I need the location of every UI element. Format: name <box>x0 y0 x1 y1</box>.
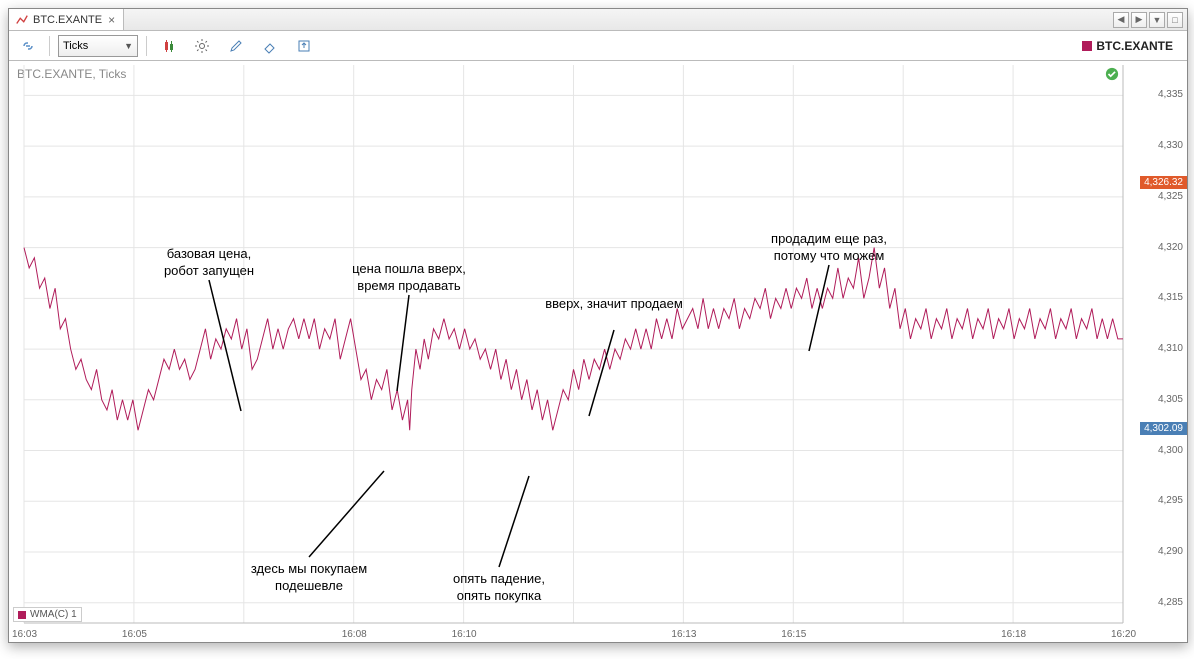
tab-btc-exante[interactable]: BTC.EXANTE × <box>9 9 124 30</box>
y-axis-label: 4,295 <box>1158 495 1183 506</box>
candlestick-icon <box>160 38 176 54</box>
chart-area[interactable]: BTC.EXANTE, Ticks WMA(C) 1 4,2854,2904,2… <box>9 61 1187 642</box>
symbol-label: BTC.EXANTE <box>1082 39 1181 53</box>
price-chart <box>9 61 1187 643</box>
toolbar: Ticks ▼ BTC.EXANTE <box>9 31 1187 61</box>
erase-button[interactable] <box>257 33 283 59</box>
nav-dropdown-button[interactable]: ▼ <box>1149 12 1165 28</box>
tab-nav: ◀ ▶ ▼ □ <box>1113 9 1187 30</box>
x-axis-label: 16:03 <box>12 629 37 640</box>
link-button[interactable] <box>15 33 41 59</box>
x-axis-label: 16:08 <box>342 629 367 640</box>
pencil-icon <box>228 38 244 54</box>
x-axis-label: 16:05 <box>122 629 147 640</box>
export-icon <box>296 38 312 54</box>
chart-legend: WMA(C) 1 <box>13 607 82 622</box>
y-axis-label: 4,305 <box>1158 394 1183 405</box>
price-marker: 4,326.32 <box>1140 176 1187 189</box>
y-axis-label: 4,285 <box>1158 597 1183 608</box>
tab-title: BTC.EXANTE <box>33 14 102 26</box>
symbol-text: BTC.EXANTE <box>1096 39 1173 53</box>
y-axis-label: 4,290 <box>1158 546 1183 557</box>
y-axis-label: 4,315 <box>1158 292 1183 303</box>
y-axis-label: 4,300 <box>1158 445 1183 456</box>
y-axis-label: 4,310 <box>1158 343 1183 354</box>
settings-button[interactable] <box>189 33 215 59</box>
eraser-icon <box>262 38 278 54</box>
symbol-swatch <box>1082 41 1092 51</box>
tab-bar: BTC.EXANTE × ◀ ▶ ▼ □ <box>9 9 1187 31</box>
x-axis-label: 16:20 <box>1111 629 1136 640</box>
link-icon <box>20 38 36 54</box>
legend-label: WMA(C) 1 <box>30 609 77 620</box>
x-axis-label: 16:15 <box>781 629 806 640</box>
timeframe-select[interactable]: Ticks ▼ <box>58 35 138 57</box>
maximize-button[interactable]: □ <box>1167 12 1183 28</box>
y-axis-label: 4,320 <box>1158 242 1183 253</box>
nav-next-button[interactable]: ▶ <box>1131 12 1147 28</box>
timeframe-label: Ticks <box>63 40 88 52</box>
window-frame: BTC.EXANTE × ◀ ▶ ▼ □ Ticks ▼ <box>8 8 1188 643</box>
x-axis-label: 16:13 <box>671 629 696 640</box>
close-icon[interactable]: × <box>106 13 117 27</box>
y-axis-label: 4,330 <box>1158 140 1183 151</box>
chart-icon <box>15 13 29 27</box>
nav-prev-button[interactable]: ◀ <box>1113 12 1129 28</box>
gear-icon <box>194 38 210 54</box>
y-axis-label: 4,325 <box>1158 191 1183 202</box>
y-axis-label: 4,335 <box>1158 89 1183 100</box>
chart-type-button[interactable] <box>155 33 181 59</box>
export-button[interactable] <box>291 33 317 59</box>
draw-button[interactable] <box>223 33 249 59</box>
price-marker: 4,302.09 <box>1140 422 1187 435</box>
legend-swatch <box>18 611 26 619</box>
chevron-down-icon: ▼ <box>124 41 133 51</box>
x-axis-label: 16:10 <box>452 629 477 640</box>
x-axis-label: 16:18 <box>1001 629 1026 640</box>
